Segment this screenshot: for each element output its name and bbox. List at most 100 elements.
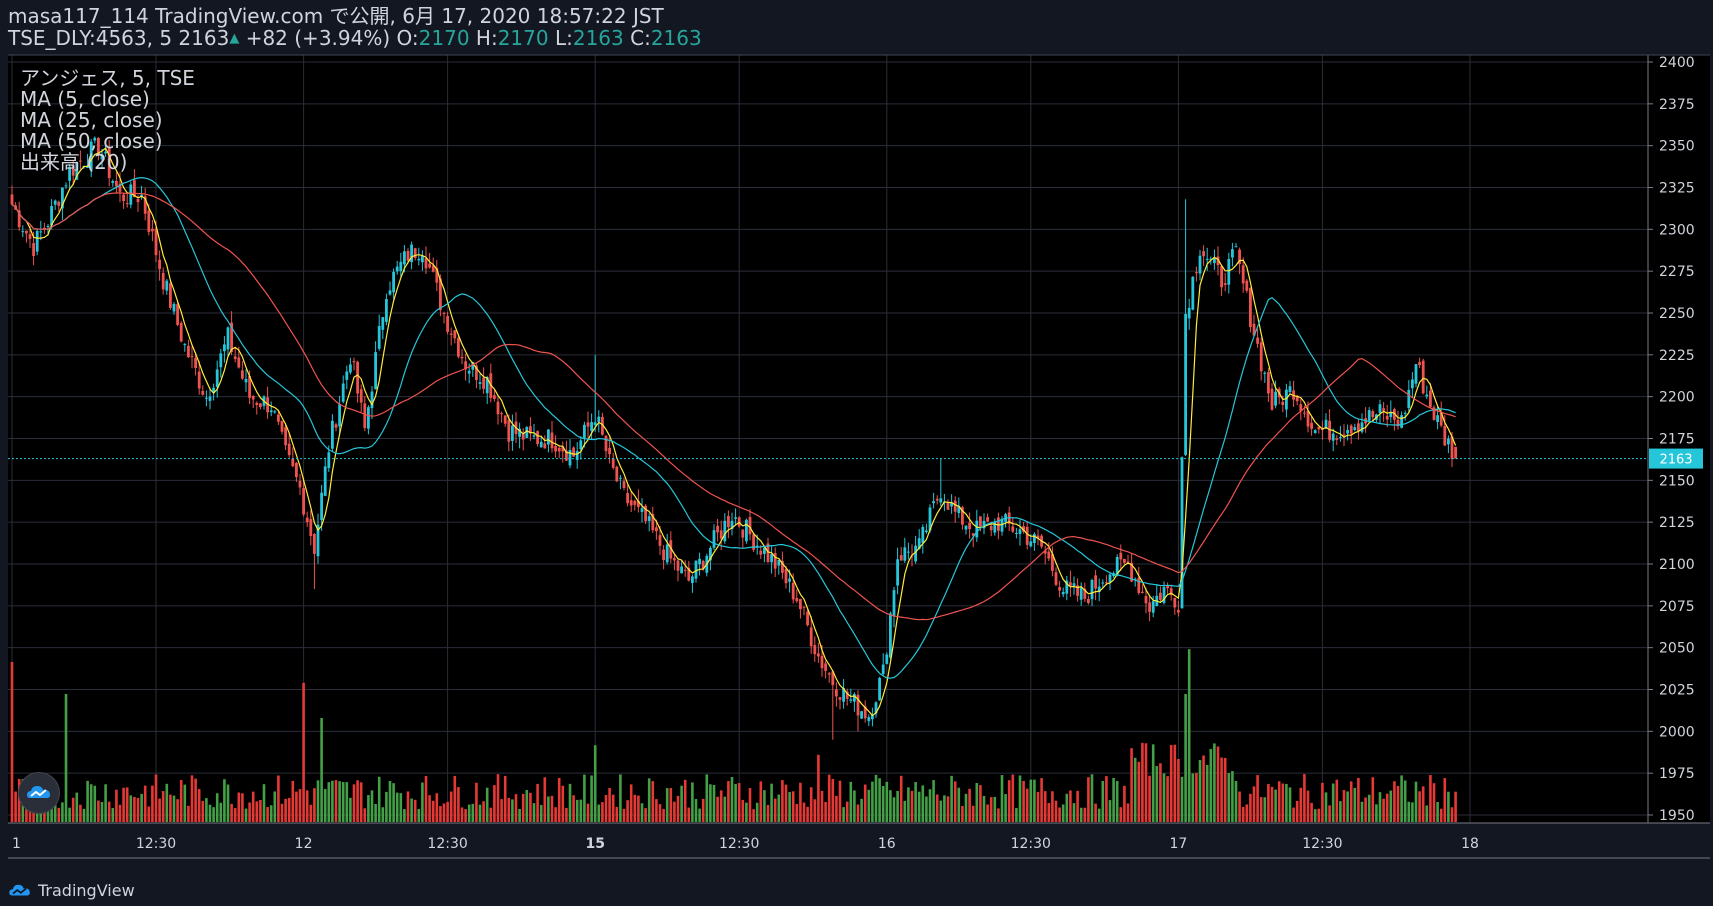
volume-bar [323, 789, 327, 822]
candle-body [1454, 446, 1457, 459]
candle-body [197, 371, 201, 389]
x-tick-label: 17 [1169, 836, 1187, 852]
volume-bar [1270, 786, 1274, 822]
volume-bar [316, 780, 320, 822]
volume-bar [313, 788, 316, 822]
candle-body [712, 530, 716, 548]
candle-body [565, 450, 568, 461]
legend-ma50[interactable]: MA (50, close) [20, 129, 163, 153]
candle-body [817, 653, 820, 657]
chart-header: masa117_114 TradingView.com で公開, 6月 17, … [8, 6, 702, 50]
candle-body [154, 228, 158, 256]
legend-volume[interactable]: 出来高 (20) [20, 150, 128, 174]
candle-body [1310, 422, 1313, 429]
candle-body [917, 538, 921, 549]
volume-bar [1385, 793, 1389, 822]
volume-bar [262, 784, 266, 822]
volume-bar [399, 793, 403, 822]
volume-bar [838, 780, 842, 822]
candle-body [687, 567, 691, 581]
candle-body [410, 244, 413, 263]
volume-bar [791, 791, 795, 822]
volume-bar [248, 802, 251, 822]
candle-body [989, 525, 993, 531]
candle-body [305, 517, 309, 523]
legend-ma25[interactable]: MA (25, close) [20, 108, 163, 132]
candle-body [406, 250, 410, 261]
candle-body [53, 200, 57, 205]
candle-body [849, 699, 853, 701]
candle-body [651, 514, 655, 531]
volume-bar [683, 779, 687, 822]
legend-title[interactable]: アンジェス, 5, TSE [20, 66, 195, 90]
candle-body [233, 356, 237, 360]
volume-bar [485, 787, 489, 822]
candle-body [352, 361, 356, 363]
volume-bar [489, 807, 493, 822]
candle-body [1105, 582, 1108, 584]
candle-body [1389, 411, 1393, 417]
candle-body [903, 547, 907, 561]
legend-ma5[interactable]: MA (5, close) [20, 87, 150, 111]
volume-bar [125, 787, 129, 822]
candle-body [928, 507, 932, 531]
volume-bar [547, 796, 550, 822]
candle-body [709, 548, 712, 561]
candle-body [201, 390, 205, 395]
candle-body [190, 356, 194, 358]
candle-body [349, 364, 352, 373]
y-tick-label: 2050 [1659, 641, 1695, 657]
volume-bar [151, 785, 154, 822]
candle-body [971, 533, 975, 536]
footer-brand[interactable]: TradingView [8, 881, 135, 900]
volume-bar [593, 745, 597, 822]
candle-body [79, 160, 82, 162]
volume-bar [100, 801, 104, 822]
volume-bar [1436, 801, 1439, 822]
volume-bar [1007, 780, 1011, 822]
volume-bar [374, 803, 377, 822]
volume-bar [93, 785, 97, 822]
candle-body [1303, 412, 1306, 414]
candle-body [385, 299, 388, 322]
candle-body [1101, 582, 1105, 584]
candle-body [1382, 408, 1385, 411]
volume-bar [572, 795, 575, 822]
ohlc-line: TSE_DLY:4563, 5 2163▲ +82 (+3.94%) O:217… [8, 28, 702, 50]
volume-bar [788, 792, 791, 822]
volume-bar [583, 774, 586, 822]
volume-bar [698, 808, 701, 822]
volume-bar [745, 802, 748, 822]
candle-body [662, 549, 665, 561]
volume-bar [1234, 780, 1238, 822]
volume-bar [53, 792, 57, 822]
candle-body [230, 322, 233, 352]
volume-bar [1288, 787, 1292, 822]
candle-body [1342, 434, 1346, 436]
tradingview-logo-badge[interactable] [18, 772, 60, 814]
volume-bar [1144, 743, 1148, 822]
candle-body [435, 267, 439, 283]
candle-body [820, 655, 824, 669]
candle-body [860, 711, 863, 719]
volume-bar [817, 754, 820, 822]
volume-bar [824, 801, 827, 822]
volume-bar [914, 782, 917, 822]
indicator-legend: アンジェス, 5, TSE MA (5, close) MA (25, clos… [20, 68, 195, 173]
volume-bar [1079, 807, 1083, 822]
volume-bar [1443, 778, 1447, 822]
volume-bar [655, 799, 658, 822]
volume-bar [385, 791, 388, 822]
volume-bar [809, 787, 813, 822]
candle-body [302, 488, 305, 515]
candle-body [640, 508, 644, 512]
high-value: 2170 [497, 26, 549, 50]
candle-body [608, 447, 611, 455]
x-tick-label: 18 [1461, 836, 1479, 852]
candle-body [698, 558, 701, 565]
volume-bar [320, 718, 323, 822]
volume-bar [1072, 803, 1076, 822]
candle-body [457, 337, 460, 357]
candle-body [417, 258, 421, 261]
